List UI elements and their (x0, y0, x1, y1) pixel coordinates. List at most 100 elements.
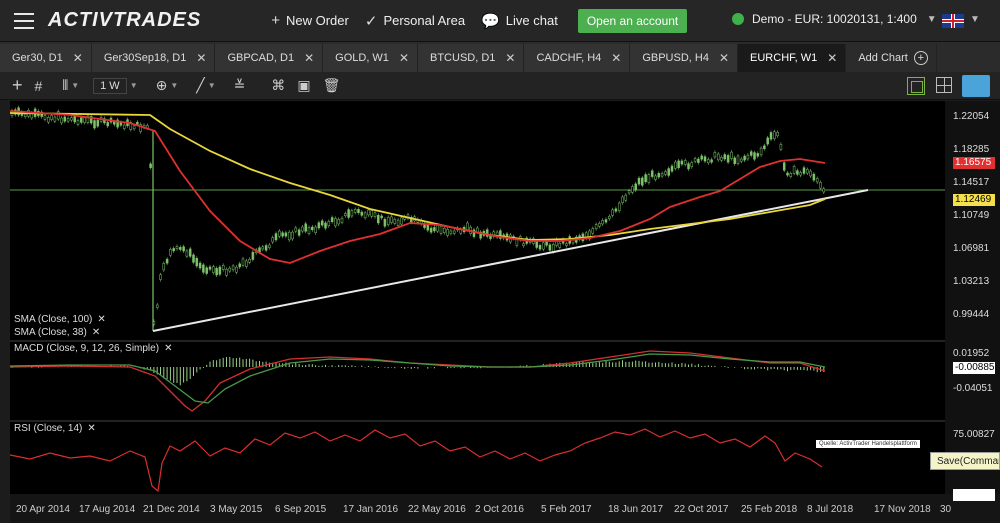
candle-body (287, 231, 291, 241)
close-icon[interactable]: ✕ (718, 51, 730, 65)
chart-toolbar: + # ⫴ ▼ 1 W ▼ ⊕ ▼ ╱ ▼ ≚ ⌘ ▣ 🗑 (0, 72, 1000, 100)
tab-cadchf-h4[interactable]: CADCHF, H4 ✕ (524, 44, 631, 72)
tab-gbpusd-h4[interactable]: GBPUSD, H4 ✕ (630, 44, 739, 72)
close-icon[interactable]: ✕ (87, 423, 96, 434)
candle-body (56, 111, 60, 120)
personal-area-button[interactable]: ✓ Personal Area (364, 12, 466, 30)
crosshair-icon[interactable]: + (12, 75, 23, 95)
close-icon[interactable]: ✕ (611, 51, 622, 65)
close-icon[interactable]: ✕ (505, 51, 516, 65)
close-icon[interactable]: ✕ (827, 51, 838, 65)
time-axis-cursor (953, 489, 995, 501)
candle-type-icon[interactable]: ⫴ ▼ (62, 77, 80, 93)
close-icon[interactable]: ✕ (304, 51, 315, 65)
candle-body (238, 263, 241, 268)
candle-body (703, 156, 707, 162)
account-selector[interactable]: Demo - EUR: 10020131, 1:400 ▼ (732, 12, 937, 26)
macd-label[interactable]: MACD (Close, 9, 12, 26, Simple) ✕ (14, 343, 173, 354)
candle-body (70, 117, 73, 121)
chart-canvas[interactable]: SMA (Close, 100) ✕ SMA (Close, 38) ✕ MACD … (10, 101, 945, 494)
macd-tick: -0.04051 (953, 383, 993, 394)
sma100-label[interactable]: SMA (Close, 100) ✕ (14, 314, 106, 325)
candle-body (357, 209, 360, 213)
sma38-label[interactable]: SMA (Close, 38) ✕ (14, 327, 101, 338)
candle-body (594, 224, 598, 229)
uk-flag-icon[interactable] (942, 14, 964, 28)
candle-body (551, 244, 555, 252)
candle-body (314, 226, 317, 233)
close-icon[interactable]: ✕ (196, 51, 207, 65)
rsi-label[interactable]: RSI (Close, 14) ✕ (14, 423, 96, 434)
add-indicator-icon[interactable]: ⊕ ▼ (155, 77, 179, 93)
candle-body (687, 163, 690, 170)
plus-icon: + (913, 51, 928, 65)
candle-body (96, 120, 100, 127)
time-tick: 17 Jan 2016 (343, 504, 399, 515)
candle-body (426, 224, 430, 231)
candle-body (773, 131, 776, 139)
candle-body (433, 227, 436, 232)
candle-body (373, 212, 377, 217)
chevron-down-icon[interactable]: ▼ (970, 14, 980, 25)
candle-body (611, 209, 614, 216)
tab-eurchf-w1[interactable]: EURCHF, W1 ✕ (738, 44, 847, 72)
new-order-button[interactable]: + New Order (271, 12, 349, 29)
single-layout-icon[interactable] (907, 77, 925, 95)
live-chat-button[interactable]: 💬 Live chat (481, 12, 558, 30)
candle-body (766, 137, 769, 145)
close-icon[interactable]: ✕ (398, 51, 409, 65)
candle-body (367, 209, 370, 216)
tab-ger30-d1[interactable]: Ger30, D1 ✕ (0, 44, 92, 72)
candle-body (245, 260, 248, 267)
candle-body (782, 162, 786, 171)
timeframe-select[interactable]: 1 W ▼ (93, 77, 138, 94)
tab-gold-w1[interactable]: GOLD, W1 ✕ (323, 44, 418, 72)
tab-ger30sep18-d1[interactable]: Ger30Sep18, D1 ✕ (91, 44, 216, 72)
candle-body (353, 209, 357, 213)
grid-icon[interactable]: # (34, 77, 43, 94)
candle-body (149, 163, 152, 168)
candle-body (542, 242, 545, 250)
price-tick: 0.99444 (953, 309, 990, 320)
screenshot-icon[interactable]: ▣ (297, 77, 311, 93)
candle-body (535, 241, 538, 248)
chart-svg (10, 105, 945, 493)
candle-body (248, 258, 251, 263)
close-icon[interactable]: ✕ (164, 343, 173, 354)
candle-body (271, 237, 274, 243)
price-tick: 1.22054 (953, 111, 990, 122)
cloud-icon[interactable] (962, 75, 990, 97)
time-tick: 30 (940, 504, 952, 515)
candle-body (195, 257, 199, 267)
candle-body (746, 154, 750, 160)
candle-body (192, 254, 195, 263)
close-icon[interactable]: ✕ (91, 327, 101, 338)
grid-layout-icon[interactable] (936, 77, 952, 93)
candle-body (644, 174, 647, 183)
close-icon[interactable]: ✕ (72, 51, 83, 65)
candle-body (776, 132, 779, 137)
trash-icon[interactable]: 🗑 (322, 77, 341, 93)
time-axis[interactable]: 20 Apr 2014 17 Aug 2014 21 Dec 2014 3 Ma… (10, 494, 1000, 523)
candle-body (779, 144, 783, 150)
tab-btcusd-d1[interactable]: BTCUSD, D1 ✕ (418, 44, 525, 72)
candle-body (202, 264, 205, 273)
fibonacci-icon[interactable]: ≚ (233, 77, 246, 93)
candle-body (466, 222, 469, 230)
candle-body (261, 246, 265, 250)
tab-gbpcad-d1[interactable]: GBPCAD, D1 ✕ (215, 44, 324, 72)
candle-body (677, 160, 680, 168)
add-chart-button[interactable]: Add Chart + (846, 44, 937, 72)
close-icon[interactable]: ✕ (97, 314, 106, 325)
menu-icon[interactable] (14, 12, 34, 29)
candle-body (162, 263, 166, 271)
status-icon (732, 13, 744, 25)
candle-body (334, 218, 337, 227)
candle-body (320, 220, 324, 226)
layout-icon[interactable]: ⌘ (271, 77, 286, 93)
price-tick: 1.14517 (953, 177, 990, 188)
trend-line (152, 189, 869, 332)
time-tick: 5 Feb 2017 (541, 504, 592, 515)
line-tool-icon[interactable]: ╱ ▼ (196, 77, 216, 93)
open-account-button[interactable]: Open an account (577, 8, 688, 33)
